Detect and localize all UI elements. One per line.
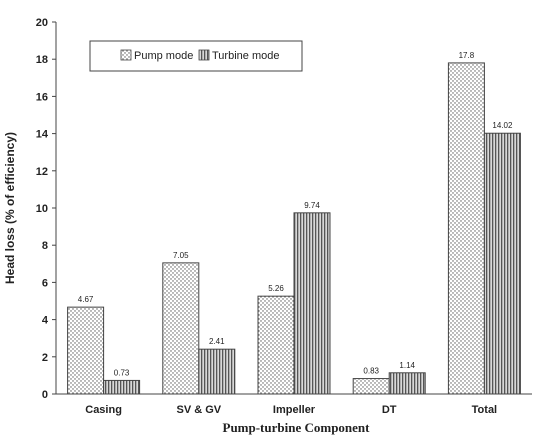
data-label: 0.83 xyxy=(363,367,379,376)
legend-swatch-turbine xyxy=(198,49,210,61)
y-tick-label: 6 xyxy=(42,277,48,289)
bar-pump xyxy=(67,306,105,395)
y-ticks: 0 2 4 6 8 10 12 14 16 18 20 xyxy=(36,17,56,401)
x-axis-title: Pump-turbine Component xyxy=(223,420,371,435)
y-tick-label: 16 xyxy=(36,91,48,103)
y-tick-label: 0 xyxy=(42,389,48,401)
bar-turbine xyxy=(103,379,141,395)
data-label: 7.05 xyxy=(173,251,189,260)
legend-swatch-pump xyxy=(120,49,132,61)
y-tick-label: 20 xyxy=(36,17,48,29)
data-labels: 4.67 0.73 7.05 2.41 5.26 9.74 0.83 1.14 17.8 14.0… xyxy=(78,51,513,378)
y-tick-label: 18 xyxy=(36,54,48,66)
data-label: 5.26 xyxy=(268,284,284,293)
data-label: 1.14 xyxy=(399,361,415,370)
y-tick-label: 14 xyxy=(36,129,49,141)
bar-pump xyxy=(447,62,485,395)
bar-turbine xyxy=(483,132,521,395)
legend-label-turbine: Turbine mode xyxy=(212,50,279,62)
x-tick-label: Total xyxy=(472,404,497,416)
bar-turbine xyxy=(388,372,426,395)
data-label: 0.73 xyxy=(114,368,130,377)
bar-turbine xyxy=(198,348,236,395)
y-tick-label: 2 xyxy=(42,352,48,364)
y-axis-title: Head loss (% of efficiency) xyxy=(3,132,17,284)
y-tick-label: 12 xyxy=(36,166,48,178)
y-tick-label: 8 xyxy=(42,240,48,252)
data-label: 17.8 xyxy=(459,51,475,60)
y-tick-label: 4 xyxy=(42,315,49,327)
x-ticks: Casing SV & GV Impeller DT Total xyxy=(85,404,497,416)
data-label: 9.74 xyxy=(304,201,320,210)
bar-pump xyxy=(257,295,295,395)
bar-turbine xyxy=(293,212,331,395)
x-tick-label: SV & GV xyxy=(176,404,221,416)
y-tick-label: 10 xyxy=(36,203,48,215)
data-label: 14.02 xyxy=(492,121,513,130)
x-tick-label: DT xyxy=(382,404,397,416)
legend: Pump mode Turbine mode xyxy=(89,40,303,72)
data-label: 4.67 xyxy=(78,295,94,304)
legend-label-pump: Pump mode xyxy=(134,50,193,62)
bars xyxy=(67,62,521,395)
x-tick-label: Casing xyxy=(85,404,122,416)
data-label: 2.41 xyxy=(209,337,225,346)
x-tick-label: Impeller xyxy=(273,404,316,416)
bar-pump xyxy=(352,378,390,395)
bar-pump xyxy=(162,262,200,395)
